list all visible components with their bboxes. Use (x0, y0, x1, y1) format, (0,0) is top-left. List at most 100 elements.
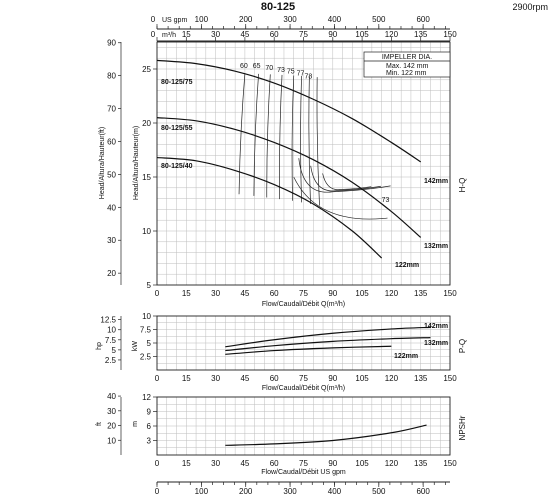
bottom-gpm-tick-label: 300 (283, 487, 297, 496)
npsh-m-tick-label: 12 (142, 393, 151, 402)
top-flow-tick-label: 0 (151, 30, 156, 39)
pq-curve-142mm (225, 326, 431, 348)
gpm-tick-label: 0 (151, 15, 156, 24)
gpm-tick-label: 600 (416, 15, 430, 24)
head-ft-tick-label: 50 (107, 170, 116, 179)
power-hp-axis-label: hp (96, 342, 103, 350)
hq-x-tick-label: 135 (414, 289, 428, 298)
power-hp-tick-label: 2.5 (105, 356, 117, 365)
legend-title: IMPELLER DIA. (382, 54, 432, 61)
pq-curve-132mm (225, 337, 431, 352)
head-ft-axis-label: Head/Altura/Hauteur(ft) (99, 127, 106, 199)
npsh-ft-tick-label: 30 (107, 407, 116, 416)
npsh-ft-tick-label: 10 (107, 436, 116, 445)
head-ft-tick-label: 20 (107, 269, 116, 278)
head-ft-tick-label: 60 (107, 137, 116, 146)
npsh-x-tick-label: 60 (270, 459, 279, 468)
npsh-x-tick-label: 120 (385, 459, 399, 468)
power-hp-tick-label: 5 (112, 346, 117, 355)
head-m-tick-label: 25 (142, 65, 151, 74)
pq-side-label: P-Q (458, 339, 467, 353)
hq-curve-end-label: 142mm (424, 178, 448, 185)
hq-plot-frame (156, 41, 451, 286)
legend-box (363, 51, 451, 78)
pq-x-tick-label: 150 (443, 374, 457, 383)
efficiency-isoline (300, 76, 302, 203)
pq-curve-end-label: 142mm (424, 323, 448, 330)
gpm-tick-label: 100 (195, 15, 209, 24)
efficiency-isoline (293, 176, 388, 220)
hq-x-tick-label: 60 (270, 289, 279, 298)
head-ft-tick-label: 70 (107, 105, 116, 114)
npsh-x-axis-label: Flow/Caudal/Débit US gpm (261, 469, 346, 476)
gpm-unit-label: US gpm (162, 17, 187, 24)
top-flow-tick-label: 45 (240, 30, 249, 39)
pq-curve-end-label: 132mm (424, 340, 448, 347)
hq-x-tick-label: 90 (328, 289, 337, 298)
pq-x-tick-label: 75 (299, 374, 308, 383)
head-ft-tick-label: 40 (107, 203, 116, 212)
bottom-gpm-tick-label: 200 (239, 487, 253, 496)
chart-title: 80-125 (261, 1, 295, 13)
speed-label: 2900rpm (512, 2, 548, 12)
npsh-ft-tick-label: 40 (107, 392, 116, 401)
efficiency-isoline (279, 74, 283, 200)
efficiency-label: 77 (297, 70, 305, 77)
power-kw-tick-label: 2.5 (140, 353, 152, 362)
efficiency-label: 70 (265, 65, 273, 72)
top-flow-tick-label: 60 (270, 30, 279, 39)
hq-curve-end-label: 122mm (395, 262, 419, 269)
head-ft-tick-label: 30 (107, 236, 116, 245)
top-flow-tick-label: 120 (385, 30, 399, 39)
npsh-m-tick-label: 3 (147, 437, 152, 446)
hq-side-label: H-Q (458, 178, 467, 193)
head-m-tick-label: 15 (142, 173, 151, 182)
top-flow-tick-label: 105 (355, 30, 369, 39)
top-flow-tick-label: 15 (182, 30, 191, 39)
legend-min: Min. 122 mm (386, 70, 427, 77)
npsh-x-tick-label: 0 (155, 459, 160, 468)
npsh-ft-tick-label: 20 (107, 422, 116, 431)
hq-curve-name: 80-125/55 (161, 125, 193, 132)
efficiency-label: 65 (253, 63, 261, 70)
hq-x-tick-label: 105 (355, 289, 369, 298)
hq-x-tick-label: 150 (443, 289, 457, 298)
hq-curve-name: 80-125/40 (161, 163, 193, 170)
power-kw-tick-label: 7.5 (140, 326, 152, 335)
npsh-side-label: NPSHr (458, 415, 467, 440)
power-kw-tick-label: 5 (147, 339, 152, 348)
efficiency-loop (298, 158, 391, 193)
pq-x-axis-label: Flow/Caudal/Débit Q(m³/h) (262, 385, 345, 392)
power-hp-tick-label: 10 (107, 326, 116, 335)
power-kw-axis-label: kW (132, 341, 139, 352)
hq-x-tick-label: 30 (211, 289, 220, 298)
pq-curve-end-label: 122mm (394, 353, 418, 360)
efficiency-isoline (291, 75, 295, 201)
power-hp-tick-label: 7.5 (105, 336, 117, 345)
head-m-axis-label: Head/Altura/Hauteur(m) (133, 126, 140, 200)
efficiency-loop (322, 173, 372, 191)
bottom-gpm-tick-label: 600 (416, 487, 430, 496)
npsh-curve (225, 424, 427, 446)
pq-x-tick-label: 135 (414, 374, 428, 383)
gpm-tick-label: 500 (372, 15, 386, 24)
hq-x-tick-label: 75 (299, 289, 308, 298)
head-m-tick-label: 5 (147, 281, 152, 290)
bottom-gpm-tick-label: 100 (195, 487, 209, 496)
pq-x-tick-label: 15 (182, 374, 191, 383)
npsh-x-tick-label: 105 (355, 459, 369, 468)
bottom-gpm-tick-label: 400 (328, 487, 342, 496)
npsh-x-tick-label: 150 (443, 459, 457, 468)
top-flow-tick-label: 90 (328, 30, 337, 39)
head-ft-tick-label: 80 (107, 72, 116, 81)
efficiency-label: 73 (277, 67, 285, 74)
hq-x-tick-label: 15 (182, 289, 191, 298)
pq-x-tick-label: 120 (385, 374, 399, 383)
efficiency-loop (310, 165, 381, 192)
hq-curve-end-label: 132mm (424, 243, 448, 250)
npsh-x-tick-label: 90 (328, 459, 337, 468)
hq-curve-132mm (156, 117, 422, 238)
pq-x-tick-label: 0 (155, 374, 160, 383)
